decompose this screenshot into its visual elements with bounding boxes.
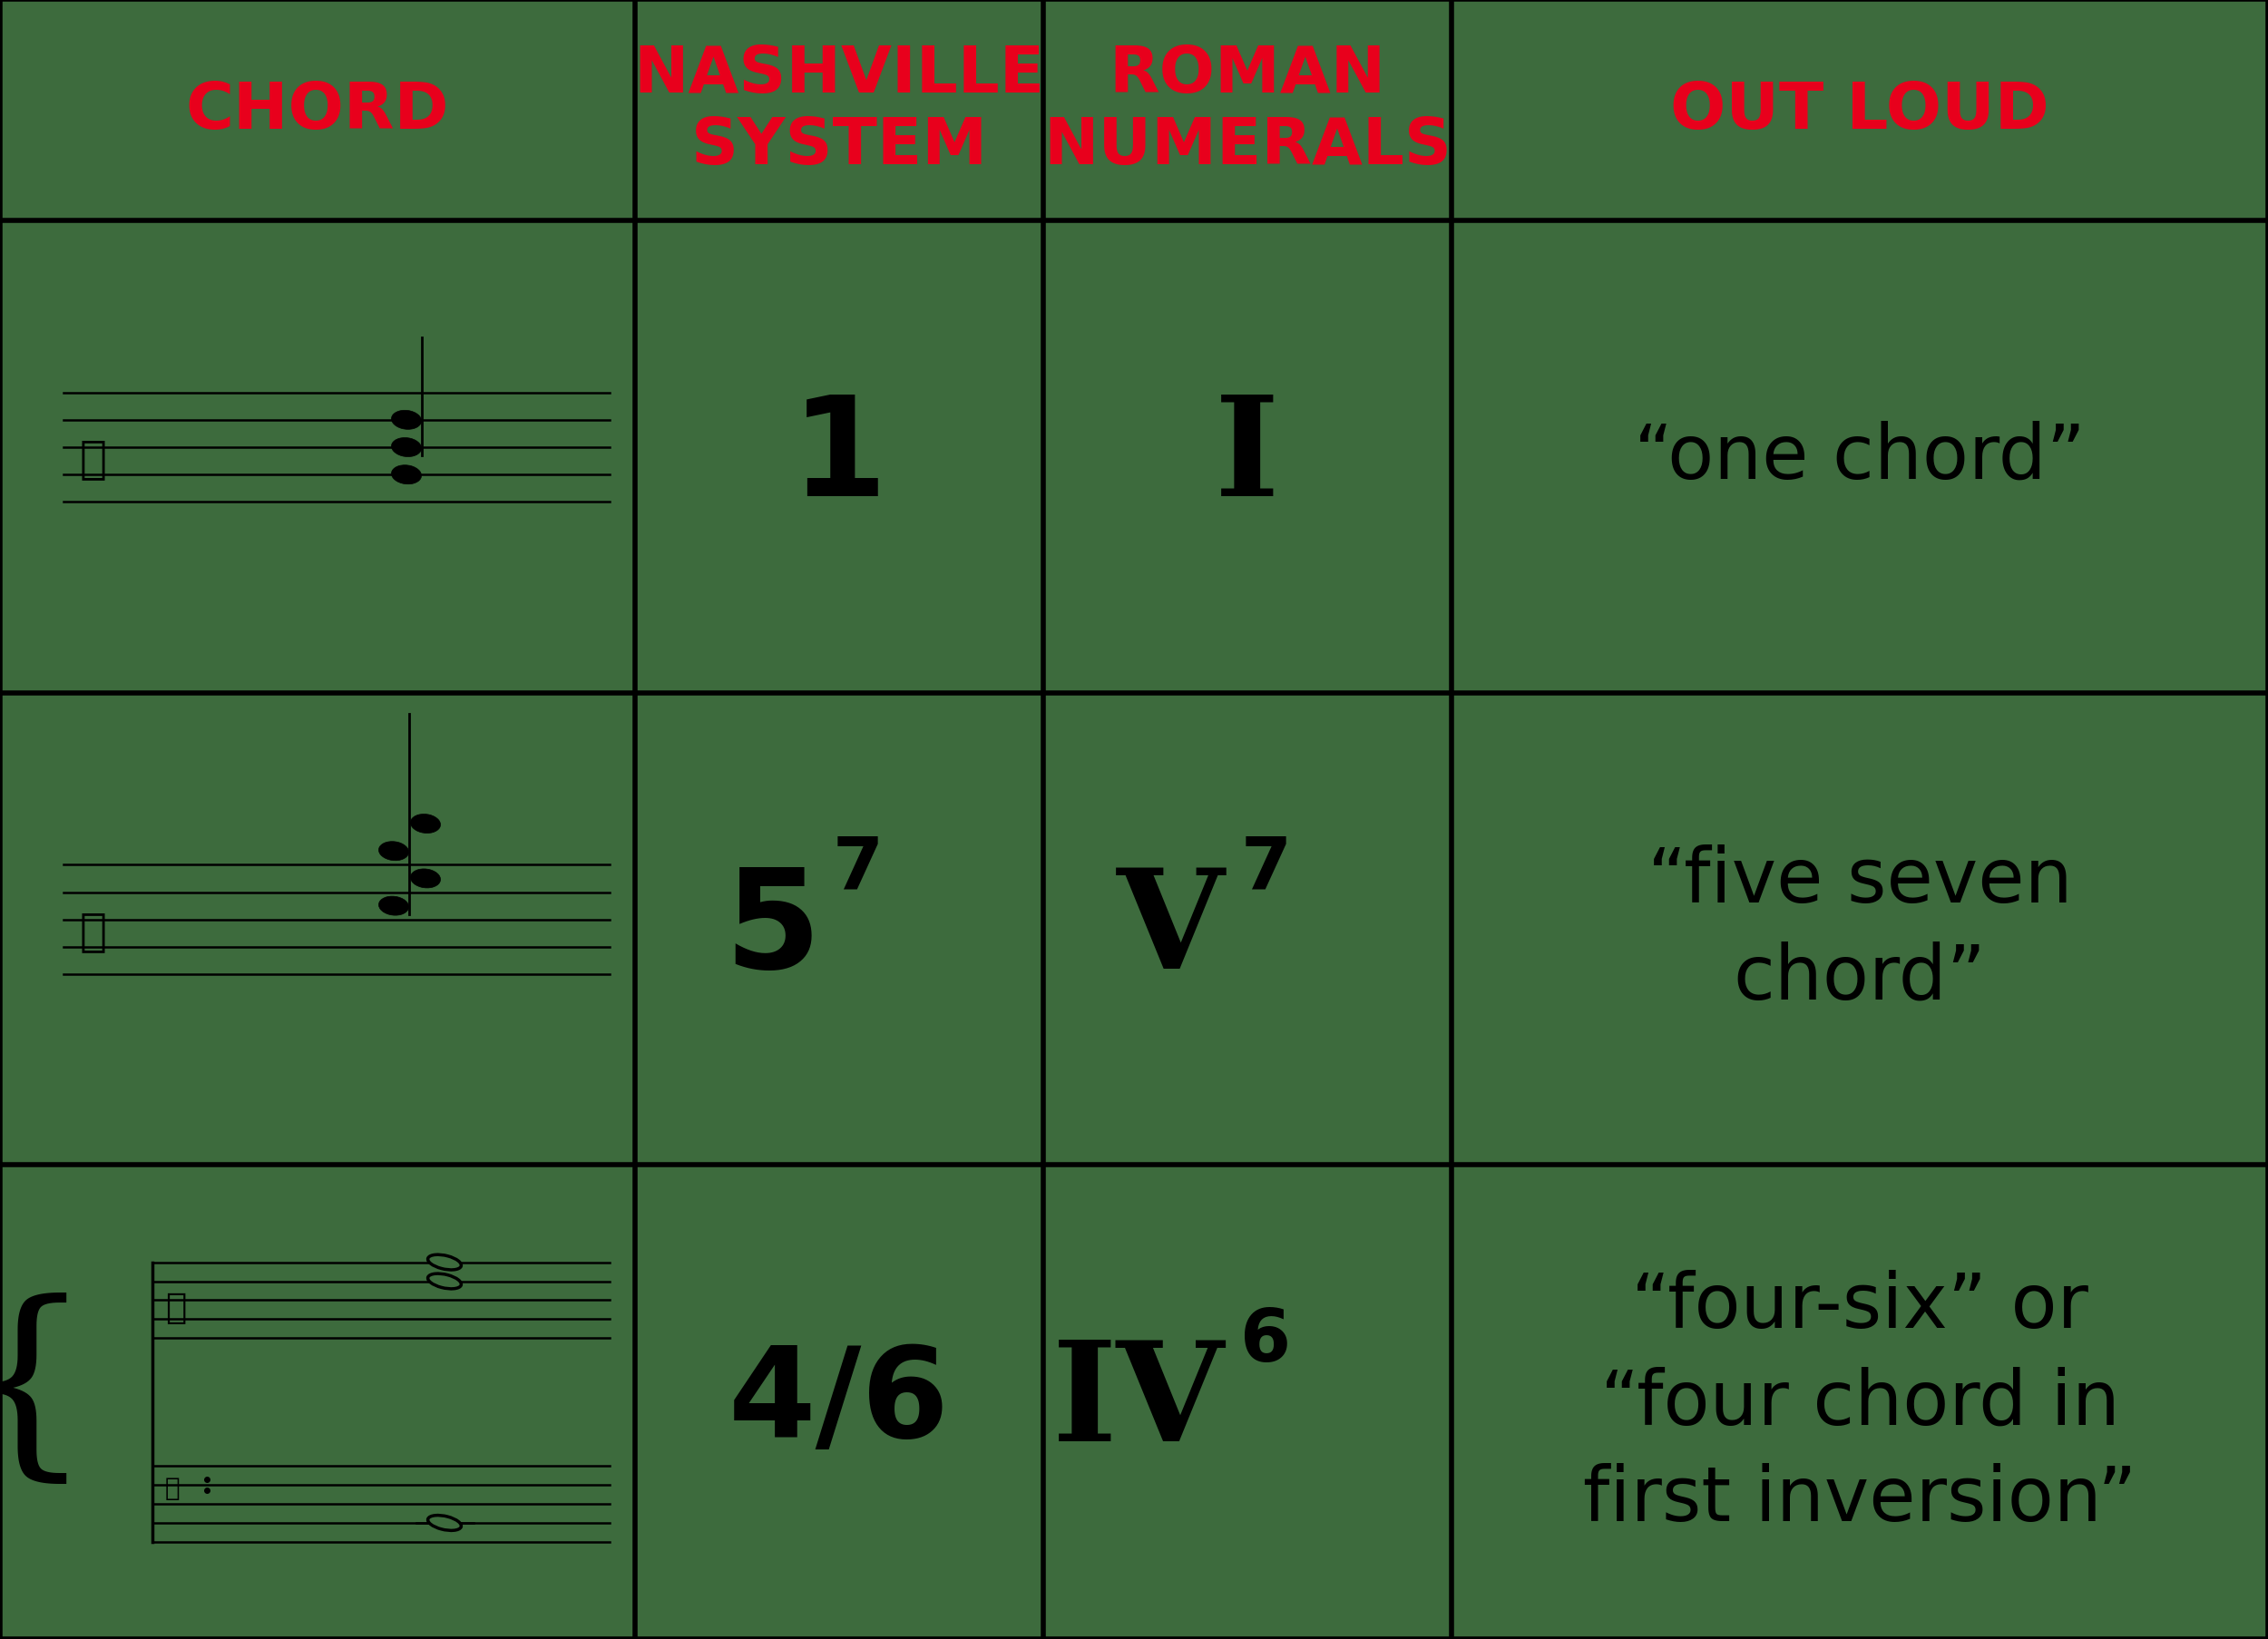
- Ellipse shape: [392, 438, 422, 457]
- Text: V: V: [1118, 862, 1225, 997]
- Text: 4/6: 4/6: [728, 1341, 950, 1464]
- Text: 7: 7: [832, 833, 882, 903]
- Ellipse shape: [429, 1274, 460, 1288]
- Text: {: {: [0, 1292, 91, 1493]
- Text: 𝄞: 𝄞: [79, 438, 107, 480]
- Text: 𝄞: 𝄞: [166, 1290, 186, 1324]
- Text: 6: 6: [1241, 1305, 1290, 1377]
- Ellipse shape: [392, 411, 422, 429]
- Text: 7: 7: [1241, 833, 1290, 903]
- Ellipse shape: [379, 897, 408, 916]
- Text: ROMAN
NUMERALS: ROMAN NUMERALS: [1043, 43, 1452, 179]
- Ellipse shape: [379, 842, 408, 860]
- Text: IV: IV: [1052, 1334, 1225, 1470]
- Text: OUT LOUD: OUT LOUD: [1669, 79, 2050, 143]
- Ellipse shape: [411, 869, 440, 888]
- Ellipse shape: [392, 465, 422, 485]
- Text: “four-six” or
“four chord in
first inversion”: “four-six” or “four chord in first inver…: [1583, 1269, 2136, 1536]
- Text: 𝄢: 𝄢: [166, 1475, 179, 1501]
- Text: “five seven
chord”: “five seven chord”: [1647, 844, 2073, 1015]
- Text: CHORD: CHORD: [186, 79, 449, 143]
- Text: 5: 5: [726, 862, 821, 997]
- Text: 1: 1: [792, 390, 887, 524]
- Text: NASHVILLE
SYSTEM: NASHVILLE SYSTEM: [633, 43, 1046, 179]
- Ellipse shape: [429, 1516, 460, 1531]
- Text: 𝄞: 𝄞: [79, 910, 107, 952]
- Text: “one chord”: “one chord”: [1633, 421, 2087, 493]
- Text: I: I: [1216, 390, 1279, 524]
- Ellipse shape: [411, 815, 440, 834]
- Ellipse shape: [429, 1255, 460, 1270]
